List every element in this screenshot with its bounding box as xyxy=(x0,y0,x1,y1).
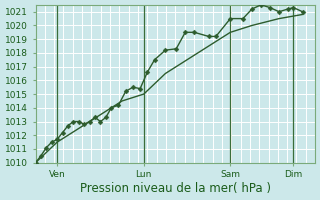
X-axis label: Pression niveau de la mer( hPa ): Pression niveau de la mer( hPa ) xyxy=(80,182,271,195)
